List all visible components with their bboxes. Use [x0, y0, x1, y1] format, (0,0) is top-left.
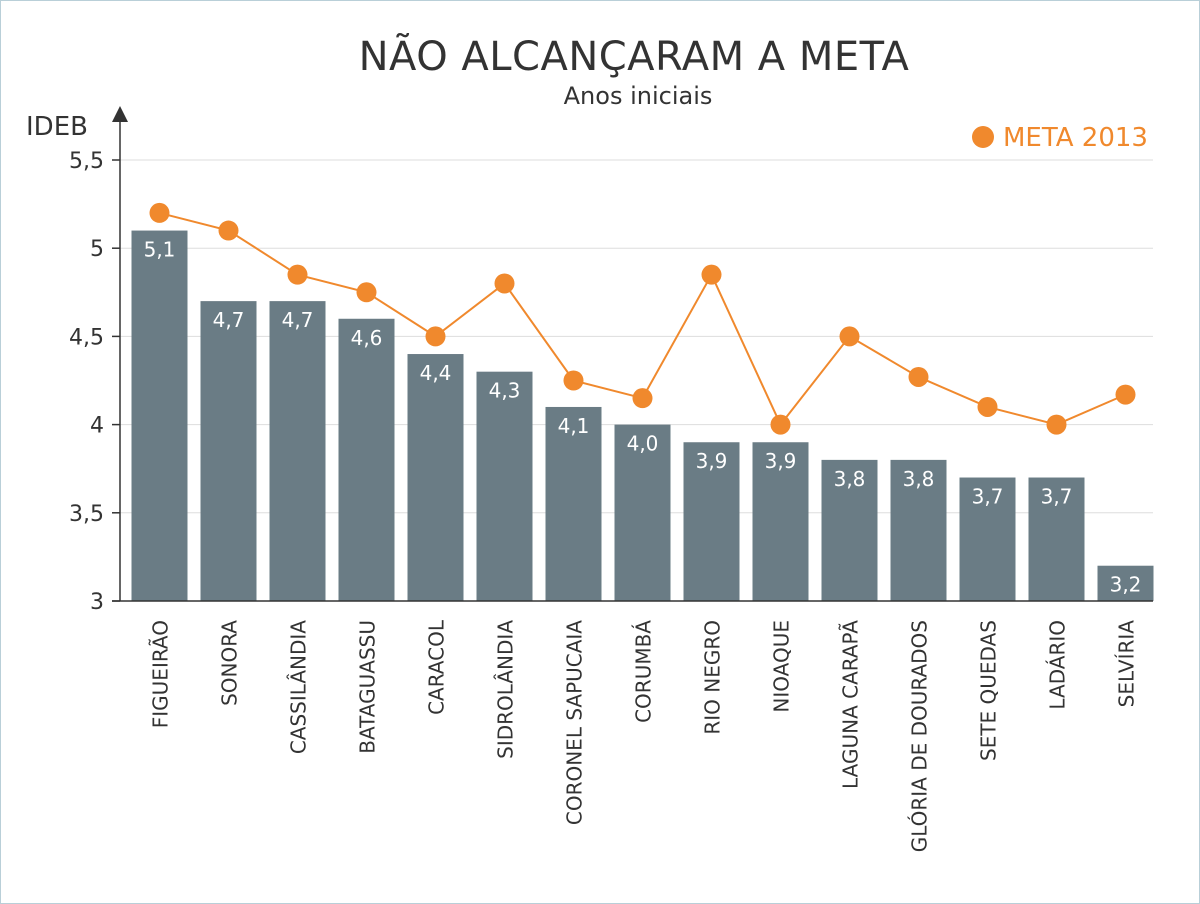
x-category-label: RIO NEGRO [701, 620, 725, 735]
bar-value-label: 4,7 [213, 308, 245, 332]
y-axis-arrow [112, 106, 128, 122]
legend-marker [972, 126, 994, 148]
bar-value-label: 4,0 [627, 432, 659, 456]
bar [200, 301, 257, 601]
chart-subtitle: Anos iniciais [563, 82, 713, 110]
legend-label: META 2013 [1003, 123, 1148, 153]
y-tick-label: 5,5 [69, 149, 104, 174]
meta-point [356, 282, 377, 303]
meta-point [494, 273, 515, 294]
y-tick-label: 3 [90, 590, 104, 615]
meta-point [632, 388, 653, 409]
bar-value-label: 4,6 [351, 326, 383, 350]
y-tick-label: 4 [90, 414, 104, 439]
x-category-label: BATAGUASSU [356, 620, 380, 754]
bar [476, 371, 533, 601]
bar [683, 442, 740, 601]
bar-value-label: 4,1 [558, 414, 590, 438]
x-category-label: CORONEL SAPUCAIA [563, 620, 587, 825]
meta-point [839, 326, 860, 347]
bar-value-label: 3,7 [972, 485, 1004, 509]
bar [1097, 565, 1154, 601]
bar [614, 424, 671, 601]
x-category-label: CARACOL [425, 619, 449, 715]
x-category-label: LADÁRIO [1046, 620, 1070, 710]
y-tick-label: 4,5 [69, 325, 104, 350]
bar [890, 459, 947, 601]
bar-value-label: 3,9 [765, 449, 797, 473]
meta-point [149, 202, 170, 223]
bar [269, 301, 326, 601]
x-category-label: SETE QUEDAS [977, 620, 1001, 761]
meta-point [701, 264, 722, 285]
meta-point [908, 366, 929, 387]
meta-point [425, 326, 446, 347]
bar [1028, 477, 1085, 601]
x-category-label: FIGUEIRÃO [149, 620, 173, 728]
meta-point [770, 414, 791, 435]
bar [131, 230, 188, 601]
bar-value-label: 3,7 [1041, 485, 1073, 509]
y-tick-label: 5 [90, 237, 104, 262]
meta-point [977, 396, 998, 417]
x-category-label: SONORA [218, 620, 242, 706]
x-category-label: CORUMBÁ [632, 620, 656, 723]
bar [752, 442, 809, 601]
bar [821, 459, 878, 601]
y-tick-label: 3,5 [69, 502, 104, 527]
meta-point [1115, 384, 1136, 405]
meta-point [218, 220, 239, 241]
bar-value-label: 3,8 [834, 467, 866, 491]
bar-value-label: 3,8 [903, 467, 935, 491]
bar [545, 406, 602, 601]
bar-value-label: 3,2 [1110, 573, 1142, 597]
x-category-label: SELVÍRIA [1115, 620, 1139, 708]
chart-title: NÃO ALCANÇARAM A META [358, 34, 910, 80]
bar-value-label: 5,1 [144, 238, 176, 262]
bar [407, 354, 464, 601]
bar-value-label: 4,7 [282, 308, 314, 332]
x-category-label: CASSILÂNDIA [287, 620, 311, 754]
x-category-label: NIOAQUE [770, 620, 794, 713]
bar-value-label: 4,3 [489, 379, 521, 403]
meta-point [287, 264, 308, 285]
x-category-label: GLÓRIA DE DOURADOS [908, 620, 932, 852]
x-category-label: SIDROLÂNDIA [494, 620, 518, 759]
bar-value-label: 3,9 [696, 449, 728, 473]
x-category-label: LAGUNA CARAPÃ [839, 620, 863, 789]
bar [338, 318, 395, 601]
bar-value-label: 4,4 [420, 361, 452, 385]
meta-point [1046, 414, 1067, 435]
y-axis-label: IDEB [26, 112, 88, 142]
meta-point [563, 370, 584, 391]
bar [959, 477, 1016, 601]
